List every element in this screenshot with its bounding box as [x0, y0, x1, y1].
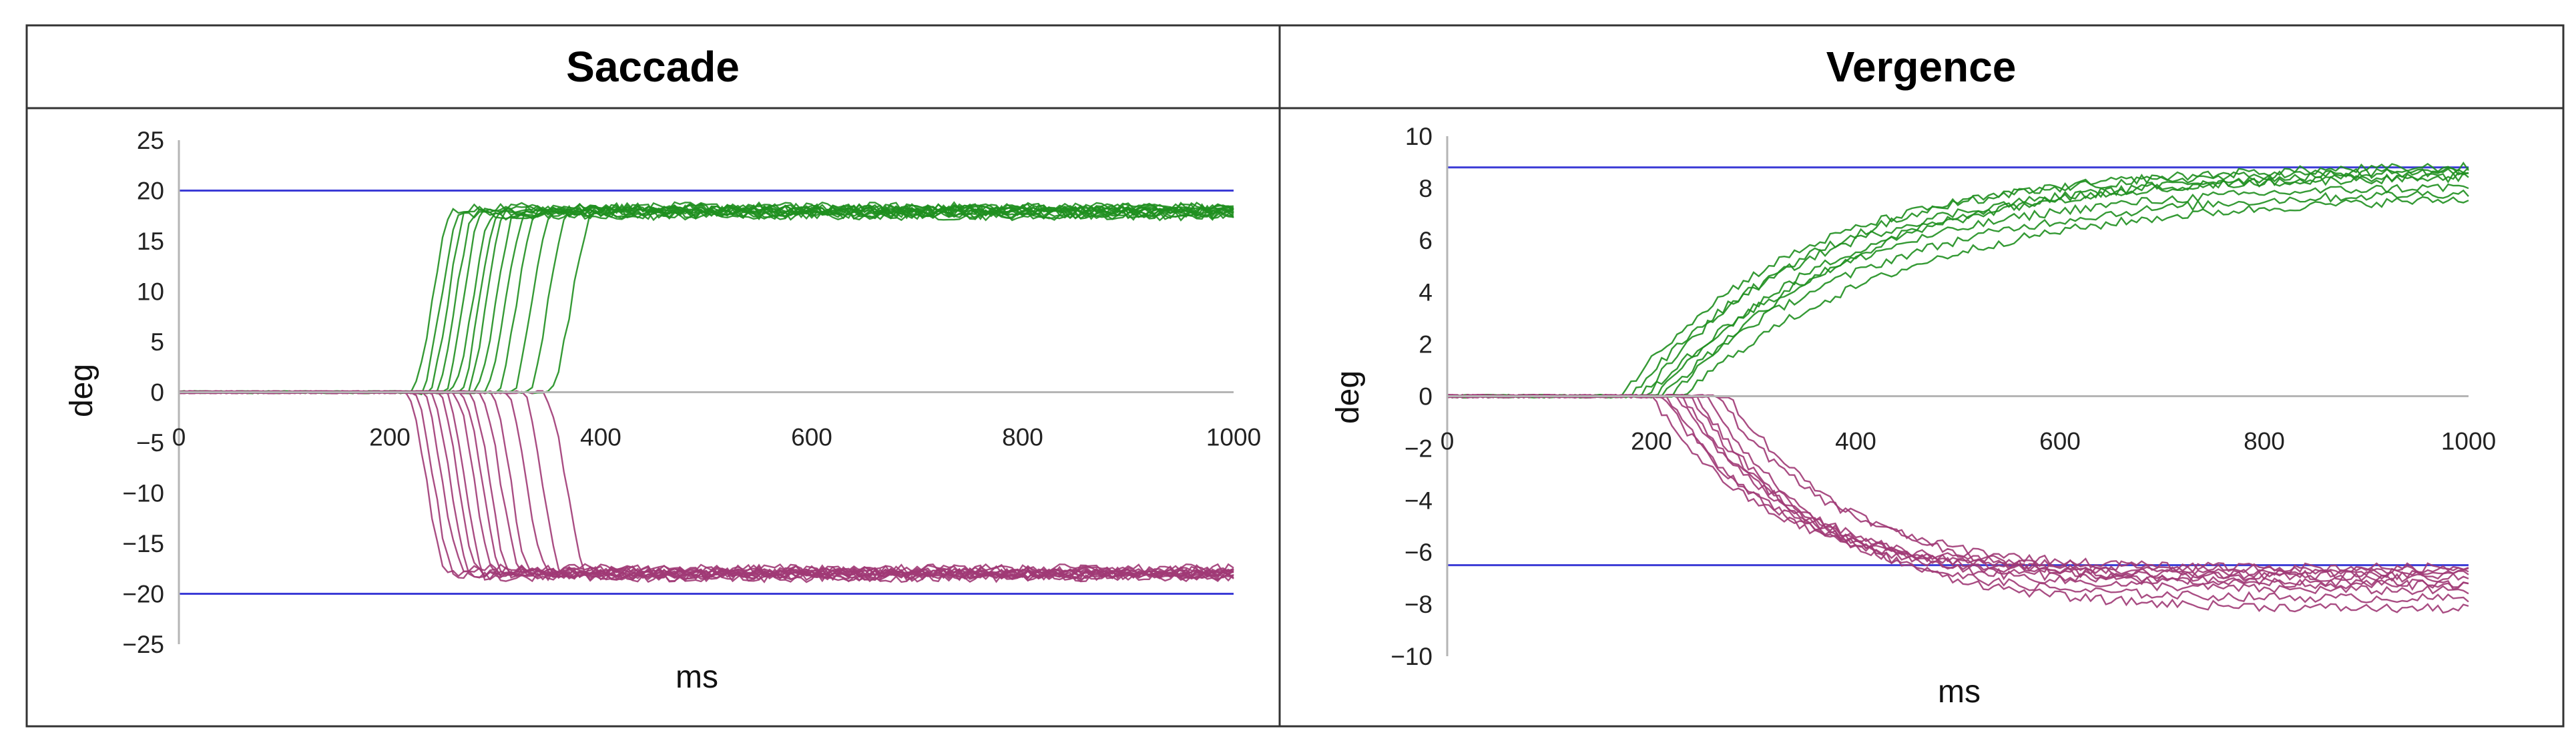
saccade-axes: [178, 140, 1234, 644]
saccade-down-trace-6: [178, 390, 1234, 577]
vergence-down-trace-5: [1447, 393, 2469, 603]
vergence-traces: [1447, 161, 2469, 614]
vergence-up-trace-3: [1447, 183, 2469, 399]
vergence-x-tick-label: 0: [1441, 428, 1455, 455]
saccade-reference-lines: [179, 190, 1234, 595]
saccade-up-trace-8: [178, 208, 1234, 395]
vergence-title: Vergence: [1826, 43, 2017, 91]
saccade-y-tick-label: 15: [137, 228, 164, 255]
saccade-title: Saccade: [566, 43, 740, 91]
vergence-x-axis-label: ms: [1938, 674, 1981, 710]
vergence-reference-lines: [1447, 166, 2469, 567]
saccade-up-trace-7: [178, 202, 1234, 395]
vergence-y-tick-label: 6: [1419, 227, 1433, 254]
vergence-y-tick-label: −4: [1404, 487, 1433, 514]
saccade-up-trace-0: [178, 205, 1234, 395]
saccade-x-tick-label: 600: [791, 424, 832, 451]
saccade-down-trace-13: [178, 390, 1234, 583]
vergence-down-trace-0: [1447, 393, 2469, 579]
saccade-down-trace-2: [178, 390, 1234, 574]
saccade-x-tick-label: 400: [580, 424, 621, 451]
saccade-x-axis-label: ms: [676, 660, 718, 695]
saccade-y-tick-label: 0: [150, 379, 164, 407]
vergence-up-trace-5: [1447, 189, 2469, 399]
vergence-y-tick-label: −8: [1404, 591, 1433, 618]
vergence-y-tick-label: −2: [1404, 435, 1433, 462]
saccade-down-trace-5: [178, 390, 1234, 583]
saccade-up-trace-11: [178, 205, 1234, 395]
vergence-x-tick-label: 200: [1631, 428, 1672, 455]
vergence-up-trace-7: [1447, 196, 2469, 399]
saccade-up-trace-2: [178, 203, 1234, 395]
saccade-down-trace-8: [178, 390, 1234, 581]
saccade-y-tick-label: −5: [136, 429, 164, 457]
saccade-up-trace-3: [178, 207, 1234, 395]
saccade-x-tick-label: 0: [172, 424, 186, 451]
saccade-down-trace-11: [178, 390, 1234, 579]
saccade-y-axis-label: deg: [64, 364, 99, 417]
vergence-axes: [1446, 136, 2469, 656]
saccade-up-trace-6: [178, 204, 1234, 395]
saccade-down-trace-9: [178, 390, 1234, 575]
saccade-x-ticks: 0 200 400 600 800 1000: [172, 424, 1261, 451]
saccade-up-trace-9: [178, 204, 1234, 395]
saccade-up-trace-1: [178, 209, 1234, 396]
vergence-y-tick-label: 2: [1419, 331, 1433, 358]
vergence-x-tick-label: 800: [2244, 428, 2285, 455]
saccade-x-tick-label: 1000: [1206, 424, 1261, 451]
saccade-y-tick-label: 25: [137, 127, 164, 154]
vergence-y-tick-label: 0: [1419, 383, 1433, 411]
saccade-y-tick-label: 20: [137, 178, 164, 205]
saccade-y-tick-label: 10: [137, 278, 164, 306]
table-frame: [25, 24, 2565, 728]
vergence-down-trace-4: [1447, 393, 2469, 581]
saccade-chart: 25 20 15 10 5 0 −5 −10 −15 −20 −25 0 200 400 600 800 10…: [64, 127, 1261, 695]
saccade-y-tick-label: −10: [122, 480, 164, 507]
vergence-y-ticks: 10 8 6 4 2 0 −2 −4 −6 −8 −10: [1390, 123, 1433, 670]
saccade-x-tick-label: 800: [1002, 424, 1043, 451]
saccade-up-trace-10: [178, 206, 1234, 395]
saccade-down-trace-3: [178, 390, 1234, 581]
saccade-y-tick-label: −20: [122, 581, 164, 608]
vergence-x-tick-label: 400: [1835, 428, 1876, 455]
vergence-up-trace-2: [1447, 161, 2469, 399]
vergence-y-tick-label: 10: [1405, 123, 1433, 150]
vergence-x-tick-label: 1000: [2441, 428, 2496, 455]
vergence-y-tick-label: −6: [1404, 539, 1433, 566]
saccade-up-trace-12: [178, 209, 1234, 395]
saccade-down-trace-4: [178, 390, 1234, 579]
vergence-y-tick-label: −10: [1390, 643, 1433, 670]
saccade-y-ticks: 25 20 15 10 5 0 −5 −10 −15 −20 −25: [122, 127, 164, 658]
saccade-down-trace-1: [178, 390, 1234, 579]
vergence-x-ticks: 0 200 400 600 800 1000: [1441, 428, 2496, 455]
saccade-up-trace-4: [178, 201, 1234, 395]
saccade-y-tick-label: −15: [122, 530, 164, 557]
vergence-up-trace-4: [1447, 172, 2469, 399]
vergence-y-tick-label: 4: [1419, 279, 1433, 306]
vergence-y-axis-label: deg: [1330, 370, 1366, 424]
vergence-x-tick-label: 600: [2039, 428, 2081, 455]
saccade-up-trace-13: [178, 203, 1234, 395]
vergence-down-trace-6: [1447, 393, 2469, 583]
vergence-down-trace-8: [1447, 394, 2469, 575]
vergence-y-tick-label: 8: [1419, 175, 1433, 202]
saccade-down-trace-10: [178, 390, 1234, 581]
saccade-down-trace-12: [178, 390, 1234, 579]
vergence-up-trace-1: [1447, 172, 2469, 399]
saccade-y-tick-label: −25: [122, 631, 164, 658]
saccade-down-trace-0: [178, 390, 1234, 577]
saccade-y-tick-label: 5: [150, 328, 164, 356]
saccade-up-trace-5: [178, 210, 1234, 395]
saccade-x-tick-label: 200: [369, 424, 411, 451]
saccade-down-trace-7: [178, 390, 1234, 579]
